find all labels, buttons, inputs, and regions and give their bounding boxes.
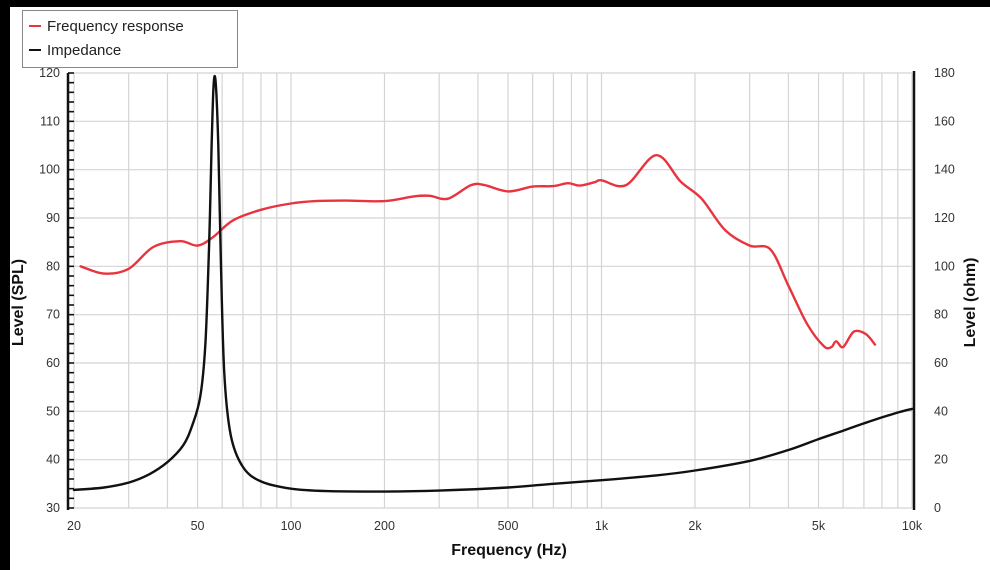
frequency-impedance-chart: 30 40 50 60 70 80 90 100 110 120 0 20 40 60 80 100 120 14… bbox=[10, 66, 979, 559]
x-axis-title: Frequency (Hz) bbox=[451, 542, 567, 559]
x-tick-label: 50 bbox=[191, 519, 205, 533]
x-tick-label: 1k bbox=[595, 519, 609, 533]
black-line-swatch-icon bbox=[29, 49, 41, 51]
y2-tick-label: 0 bbox=[934, 501, 941, 515]
y2-tick-label: 20 bbox=[934, 453, 948, 467]
y2-tick-label: 140 bbox=[934, 163, 955, 177]
y2-tick-label: 60 bbox=[934, 356, 948, 370]
y-tick-label: 70 bbox=[46, 308, 60, 322]
y-tick-label: 80 bbox=[46, 259, 60, 273]
legend-item-frequency-response: Frequency response bbox=[29, 16, 184, 36]
axes bbox=[66, 71, 916, 510]
y-tick-label: 30 bbox=[46, 501, 60, 515]
y-tick-label: 110 bbox=[40, 114, 60, 128]
chart-canvas: 30 40 50 60 70 80 90 100 110 120 0 20 40 60 80 100 120 14… bbox=[10, 7, 990, 570]
red-line-swatch-icon bbox=[29, 25, 41, 27]
y-tick-label: 120 bbox=[39, 66, 60, 80]
legend-label: Impedance bbox=[47, 41, 122, 59]
legend-label: Frequency response bbox=[47, 17, 184, 35]
x-tick-label: 5k bbox=[812, 519, 826, 533]
x-tick-label: 500 bbox=[498, 519, 519, 533]
x-tick-label: 20 bbox=[67, 519, 81, 533]
y2-axis-title: Level (ohm) bbox=[962, 258, 979, 348]
impedance-line bbox=[72, 74, 914, 493]
frequency-response-line bbox=[79, 154, 877, 350]
legend: Frequency response Impedance bbox=[22, 10, 238, 68]
legend-item-impedance: Impedance bbox=[29, 40, 121, 60]
y-axis-title: Level (SPL) bbox=[10, 259, 27, 346]
axis-labels: 30 40 50 60 70 80 90 100 110 120 0 20 40 60 80 100 120 14… bbox=[10, 66, 979, 559]
x-tick-label: 100 bbox=[281, 519, 302, 533]
y2-tick-label: 40 bbox=[934, 404, 948, 418]
x-tick-label: 200 bbox=[374, 519, 395, 533]
y2-tick-label: 160 bbox=[934, 114, 955, 128]
y-tick-label: 40 bbox=[46, 453, 60, 467]
y2-tick-label: 80 bbox=[934, 308, 948, 322]
y2-tick-label: 180 bbox=[934, 66, 955, 80]
grid-lines bbox=[73, 72, 913, 509]
data-series bbox=[72, 74, 914, 493]
y-tick-label: 90 bbox=[46, 211, 60, 225]
y2-tick-label: 100 bbox=[934, 259, 955, 273]
y2-tick-label: 120 bbox=[934, 211, 955, 225]
x-tick-label: 10k bbox=[902, 519, 923, 533]
x-tick-label: 2k bbox=[688, 519, 702, 533]
y-tick-label: 100 bbox=[39, 163, 60, 177]
y-tick-label: 50 bbox=[46, 404, 60, 418]
y-tick-label: 60 bbox=[46, 356, 60, 370]
